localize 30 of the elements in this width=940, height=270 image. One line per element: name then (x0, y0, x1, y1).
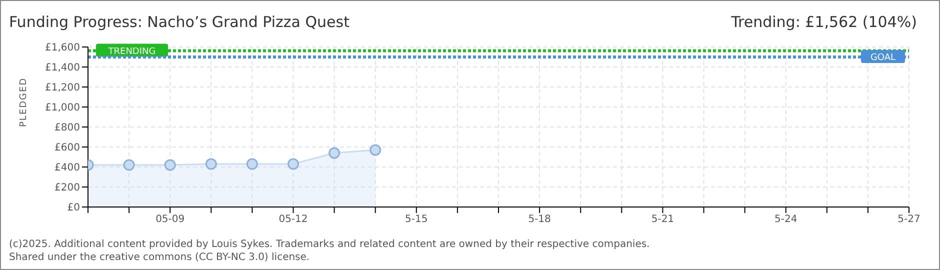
point (205, 158, 217, 170)
y-tick-label: £1,000 (45, 102, 80, 114)
text: Trending: £1,562 (104%) (731, 13, 917, 31)
point (288, 158, 299, 170)
x-tick-label: 5-27 (898, 214, 920, 226)
y-tick-label: £800 (54, 122, 80, 134)
x-tick-label: 5-18 (528, 214, 551, 226)
y-tick-label: £1,200 (45, 82, 80, 94)
x-tick-label: 5-21 (651, 214, 674, 226)
x-tick-label: 5-15 (405, 214, 428, 226)
x-tick-label: 05-09 (156, 214, 185, 226)
y-tick-label: £0 (67, 202, 80, 214)
point (246, 158, 258, 170)
chart-title: Funding Progress: Nacho’s Grand Pizza Quest (9, 13, 350, 31)
y-tick-label: £200 (54, 182, 80, 194)
ref-line-label: GOAL (870, 53, 896, 63)
x-tick-label: 5-24 (774, 214, 798, 226)
point (123, 159, 135, 171)
ref-line-label: TRENDING (107, 46, 156, 57)
text: (c)2025. Additional content provided by Louis Sykes. Trademarks and related content are owned by their respective companies. (9, 238, 650, 251)
y-tick-label: £1,400 (45, 62, 80, 74)
text: Shared under the creative commons (CC BY-NC 3.0) license. (9, 251, 311, 264)
point (328, 147, 340, 159)
y-axis-title: PLEDGED (19, 77, 30, 127)
y-tick-label: £400 (54, 162, 80, 174)
y-tick-label: £600 (54, 142, 80, 154)
point (370, 144, 382, 156)
point (164, 159, 176, 171)
x-tick-label: 05-12 (278, 214, 308, 226)
y-tick-label: £1,600 (45, 42, 80, 54)
